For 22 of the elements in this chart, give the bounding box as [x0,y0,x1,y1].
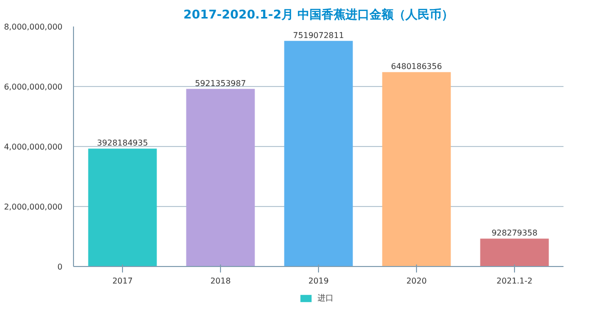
x-tick-label: 2017 [112,276,133,286]
x-tick-label: 2018 [210,276,231,286]
x-tick-label: 2021.1-2 [496,276,532,286]
y-tick-label: 8,000,000,000 [4,22,63,32]
data-label: 5921353987 [195,78,246,88]
bar [186,88,255,266]
y-tick-label: 2,000,000,000 [4,202,63,212]
bar [284,40,353,266]
chart-title: 2017-2020.1-2月 中国香蕉进口金额（人民币） [183,8,454,22]
data-label: 6480186356 [391,62,442,72]
bar [382,72,451,266]
data-label: 7519072811 [293,30,344,40]
data-label: 3928184935 [97,138,148,148]
data-label: 928279358 [492,228,538,238]
bar [88,148,157,266]
x-tick-label: 2020 [406,276,427,286]
bar [480,238,549,266]
y-tick-label: 6,000,000,000 [4,82,63,92]
y-tick-label: 4,000,000,000 [4,142,63,152]
x-tick-label: 2019 [308,276,329,286]
legend-label: 进口 [318,292,334,304]
y-tick-label: 0 [57,262,63,272]
